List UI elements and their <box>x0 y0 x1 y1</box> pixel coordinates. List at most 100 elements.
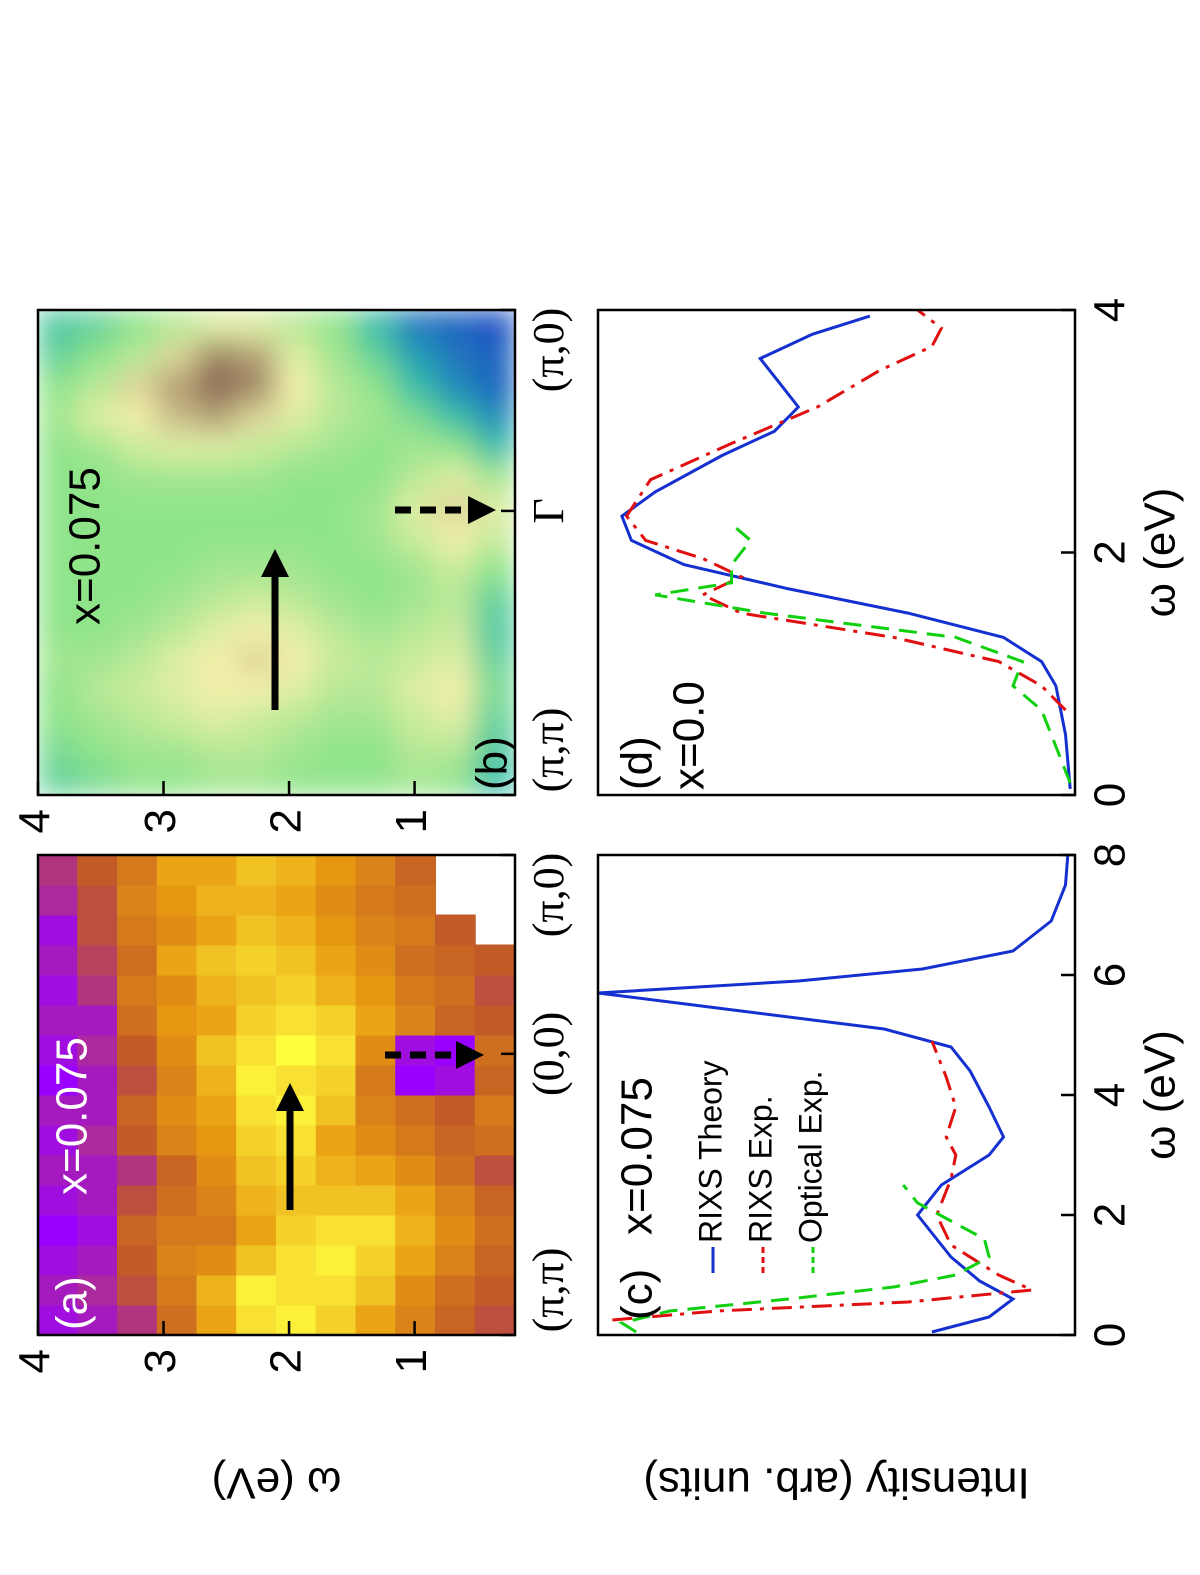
heatmap-cell <box>37 1214 79 1246</box>
panel-label: (d) <box>613 736 662 790</box>
heatmap-cell <box>395 339 436 372</box>
heatmap-cell <box>38 552 79 584</box>
heatmap-cell <box>474 1304 516 1336</box>
heatmap-cell <box>196 339 238 372</box>
heatmap-cell <box>77 521 118 553</box>
x-tick-label: (0,0) <box>524 1012 573 1096</box>
panel-label: (b) <box>468 736 517 790</box>
y-axis-label: Intensity (arb. units) <box>643 1458 1029 1507</box>
heatmap-cell <box>435 612 476 644</box>
heatmap-cell <box>117 612 158 644</box>
annotation: x=0.075 <box>61 467 110 625</box>
panel: 0 2 4 ω (eV) (d) x=0.0 <box>596 298 1185 807</box>
x-tick-label: Γ <box>524 498 573 523</box>
heatmap-cell <box>435 339 476 372</box>
heatmap-cell <box>355 1154 397 1186</box>
heatmap-cell <box>395 854 436 886</box>
legend-label: Optical Exp. <box>792 1070 828 1243</box>
heatmap-cell <box>474 1274 516 1306</box>
heatmap-cell <box>315 491 357 523</box>
heatmap-cell <box>77 430 118 463</box>
heatmap-cell <box>38 491 79 523</box>
y-tick-label: 4 <box>11 1349 60 1373</box>
heatmap-cell <box>77 582 118 614</box>
heatmap-cell <box>236 521 277 553</box>
heatmap-cell <box>474 370 515 402</box>
heatmap-cell <box>38 370 79 402</box>
heatmap-cell <box>38 764 79 795</box>
heatmap-cell <box>236 884 277 916</box>
heatmap-cell <box>474 703 515 735</box>
heatmap-cell <box>474 974 516 1006</box>
heatmap-cell <box>435 673 476 705</box>
heatmap-cell <box>117 339 158 372</box>
heatmap-cell <box>276 1184 317 1216</box>
heatmap-cell <box>77 612 118 644</box>
series-line <box>597 854 1070 1334</box>
heatmap-cell <box>435 944 476 976</box>
heatmap-cell <box>117 1034 158 1066</box>
heatmap-cell <box>276 944 317 976</box>
heatmap-cell <box>196 521 238 553</box>
heatmap-cell <box>435 642 476 675</box>
heatmap-cell <box>37 884 79 916</box>
heatmap-cell <box>37 1244 79 1276</box>
heatmap-cell <box>38 703 79 735</box>
heatmap-cell <box>156 370 198 402</box>
heatmap-cell <box>474 1244 516 1276</box>
heatmap-cell <box>395 1304 436 1336</box>
heatmap-cell <box>276 521 317 553</box>
heatmap-cell <box>156 1094 198 1126</box>
plot-frame <box>36 853 517 1337</box>
heatmap-cell <box>276 733 317 766</box>
heatmap-cell <box>117 974 158 1006</box>
heatmap-cell <box>236 430 277 463</box>
heatmap-cell <box>276 764 317 795</box>
heatmap-cell <box>276 673 317 705</box>
heatmap-cell <box>315 1064 357 1096</box>
heatmap-cell <box>236 1094 277 1126</box>
heatmap <box>38 310 515 795</box>
heatmap-cell <box>236 854 277 886</box>
heatmap-cell <box>276 1244 317 1276</box>
heatmap-cell <box>77 1244 118 1276</box>
heatmap-cell <box>315 400 357 432</box>
heatmap-cell <box>276 1124 317 1156</box>
heatmap-cell <box>38 733 79 766</box>
heatmap-cell <box>474 1124 516 1156</box>
heatmap-cell <box>315 521 357 553</box>
heatmap-cell <box>117 521 158 553</box>
heatmap-cell <box>196 582 238 614</box>
heatmap-cell <box>474 1034 516 1066</box>
heatmap-cell <box>196 491 238 523</box>
heatmap-cell <box>37 914 79 946</box>
heatmap-cell <box>395 1034 436 1066</box>
heatmap-cell <box>117 1004 158 1036</box>
heatmap-cell <box>276 974 317 1006</box>
heatmap-cell <box>474 764 515 795</box>
series-line <box>624 308 1067 712</box>
heatmap-cell <box>435 370 476 402</box>
plot-frame <box>596 853 1077 1337</box>
x-tick-label: (π,π) <box>524 1248 573 1333</box>
heatmap-cell <box>156 310 198 341</box>
heatmap-cell <box>38 673 79 705</box>
heatmap-cell <box>156 1154 198 1186</box>
heatmap-cell <box>236 642 277 675</box>
heatmap-cell <box>355 1034 397 1066</box>
y-tick-label: 2 <box>262 809 311 833</box>
heatmap-cell <box>395 521 436 553</box>
heatmap-cell <box>276 1064 317 1096</box>
heatmap-cell <box>77 764 118 795</box>
heatmap-cell <box>117 914 158 946</box>
panel-label: (a) <box>48 1276 97 1330</box>
heatmap-cell <box>117 764 158 795</box>
heatmap-cell <box>355 552 397 584</box>
heatmap-cell <box>474 1004 516 1036</box>
heatmap-cell <box>315 642 357 675</box>
heatmap-cell <box>117 1124 158 1156</box>
heatmap-cell <box>276 1214 317 1246</box>
heatmap-cell <box>77 1214 118 1246</box>
